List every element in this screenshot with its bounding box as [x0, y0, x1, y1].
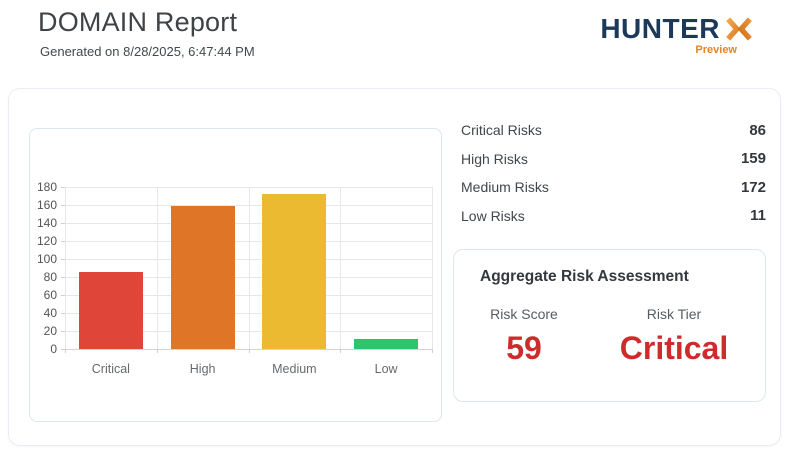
aggregate-risk-panel: Aggregate Risk Assessment Risk Score 59 … — [453, 249, 766, 402]
risk-value: 11 — [750, 207, 766, 225]
y-axis-tick-label: 180 — [36, 180, 57, 194]
risk-score-value: 59 — [506, 330, 542, 366]
bar-medium — [262, 194, 327, 349]
logo-tagline: Preview — [695, 44, 737, 56]
risk-value: 159 — [740, 150, 766, 168]
risk-summary-list: Critical Risks 86 High Risks 159 Medium … — [461, 116, 766, 230]
bar-high — [170, 205, 235, 349]
y-axis-tick-label: 20 — [43, 324, 57, 338]
y-axis-tick-label: 0 — [50, 342, 57, 356]
risk-tier-label: Risk Tier — [646, 306, 702, 322]
risk-label: High Risks — [461, 150, 528, 167]
risk-row-low: Low Risks 11 — [461, 202, 766, 231]
chart-panel: 0 20 40 60 80 100 120 140 160 180 Critical High Medi… — [29, 128, 442, 422]
risk-row-medium: Medium Risks 172 — [461, 173, 766, 202]
logo-x-icon — [726, 17, 752, 41]
report-card: 0 20 40 60 80 100 120 140 160 180 Critical High Medi… — [8, 88, 781, 446]
risk-value: 86 — [749, 121, 766, 139]
x-axis-category-label: Critical — [91, 362, 130, 376]
y-axis-tick-label: 40 — [43, 306, 57, 320]
y-axis-tick-label: 60 — [43, 288, 57, 302]
x-axis-category-label: High — [189, 362, 216, 376]
risk-label: Low Risks — [461, 207, 525, 224]
risk-label: Critical Risks — [461, 122, 542, 139]
x-axis-category-label: Low — [374, 362, 398, 376]
risk-score-label: Risk Score — [490, 306, 558, 322]
risk-bar-chart: 0 20 40 60 80 100 120 140 160 180 Critical High Medi… — [30, 129, 441, 421]
y-axis-tick-label: 120 — [36, 234, 57, 248]
y-axis-tick-label: 160 — [36, 198, 57, 212]
hunter-logo: HUNTER Preview — [600, 15, 754, 56]
risk-tier-value: Critical — [619, 330, 729, 366]
page-title: DOMAIN Report — [38, 7, 238, 37]
logo-text: HUNTER — [600, 13, 720, 44]
risk-row-critical: Critical Risks 86 — [461, 116, 766, 145]
generated-timestamp: Generated on 8/28/2025, 6:47:44 PM — [40, 44, 255, 59]
bar-critical — [78, 271, 143, 349]
y-axis-tick-label: 140 — [36, 216, 57, 230]
risk-label: Medium Risks — [461, 179, 549, 196]
y-axis-tick-label: 80 — [43, 270, 57, 284]
y-axis-tick-label: 100 — [36, 252, 57, 266]
risk-row-high: High Risks 159 — [461, 145, 766, 174]
x-axis-category-label: Medium — [272, 362, 317, 376]
aggregate-title: Aggregate Risk Assessment — [480, 268, 689, 285]
bar-low — [354, 339, 419, 349]
risk-value: 172 — [740, 178, 766, 196]
